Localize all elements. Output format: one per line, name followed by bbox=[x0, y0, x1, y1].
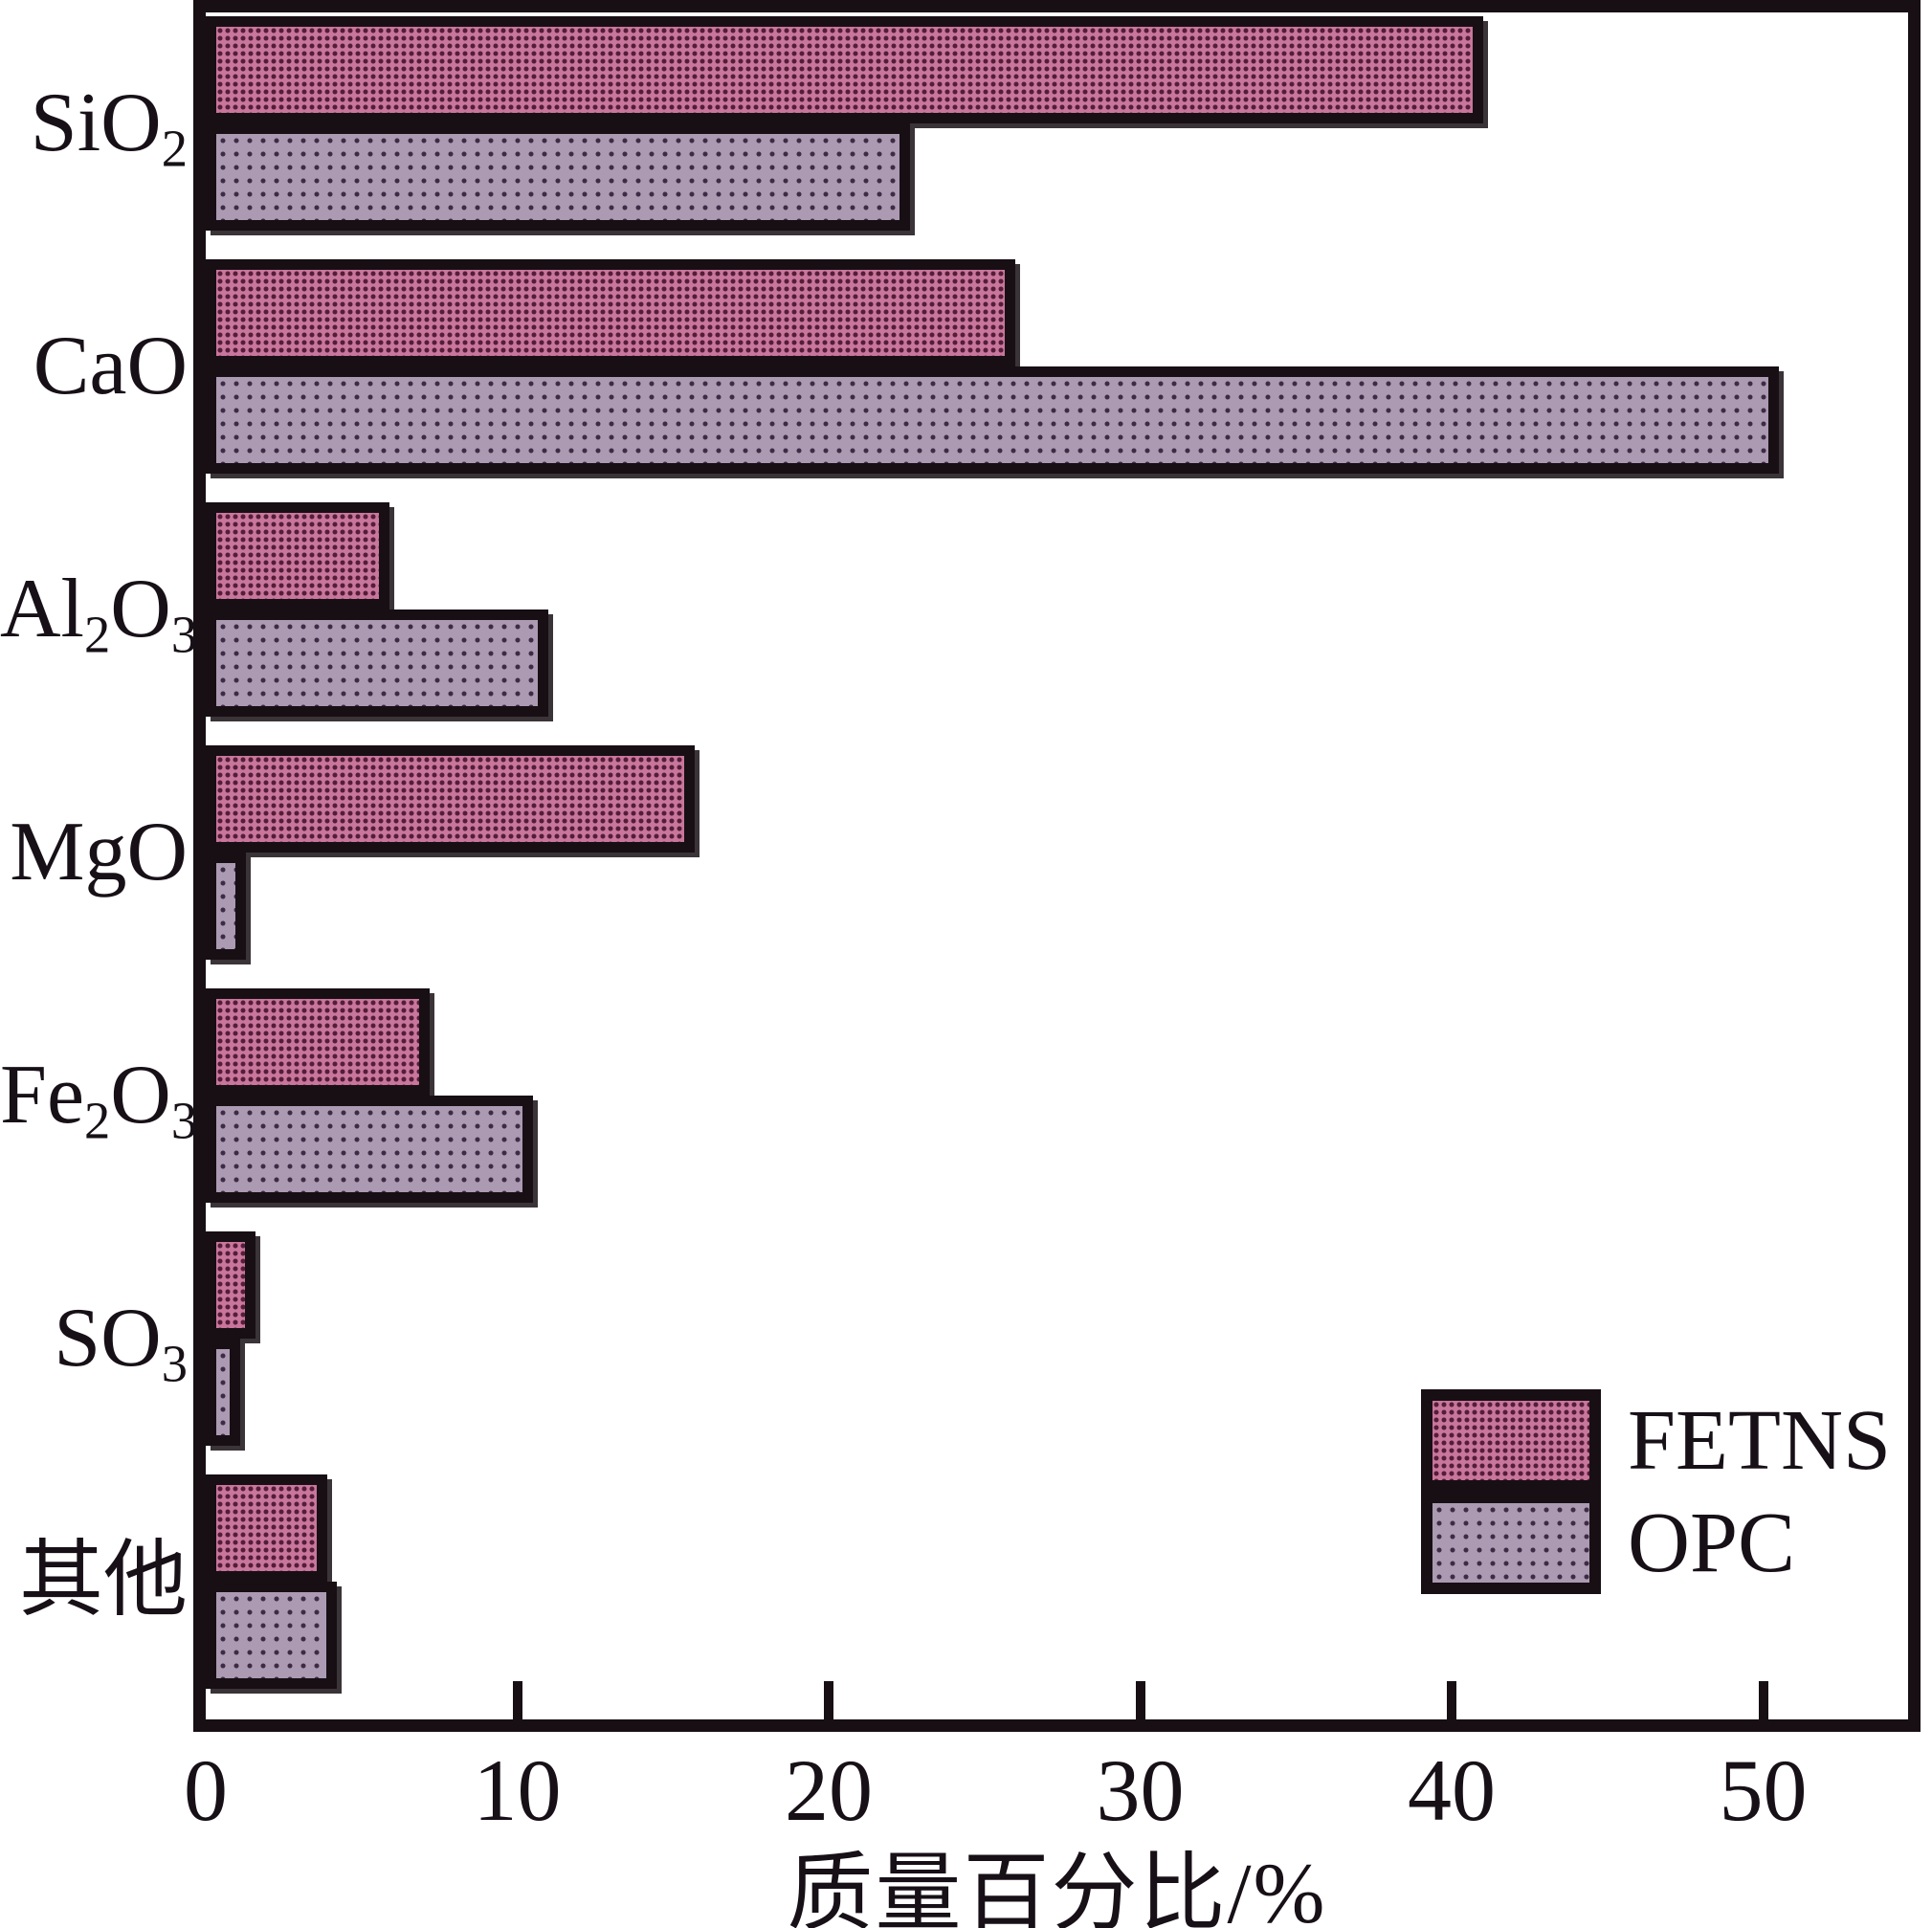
formula-text: Fe bbox=[0, 1049, 84, 1141]
category-label-SiO2: SiO2 bbox=[0, 56, 188, 190]
formula-text: O bbox=[110, 563, 171, 655]
category-label-CaO: CaO bbox=[0, 299, 188, 433]
legend: FETNS OPC bbox=[1421, 1389, 1891, 1594]
x-tick-mark-40 bbox=[1447, 1681, 1456, 1719]
category-label-Al2O3: Al2O3 bbox=[0, 543, 197, 676]
bar-OPC-Fe2O3 bbox=[206, 1096, 533, 1203]
bar-OPC-其他 bbox=[206, 1582, 337, 1689]
legend-swatch-FETNS bbox=[1421, 1389, 1601, 1492]
bar-FETNS-CaO bbox=[206, 259, 1015, 366]
x-axis-title: 质量百分比/% bbox=[787, 1847, 1327, 1928]
bar-FETNS-Al2O3 bbox=[206, 502, 389, 609]
x-tick-label-30: 30 bbox=[1096, 1741, 1185, 1839]
legend-label-OPC: OPC bbox=[1628, 1496, 1796, 1590]
x-tick-mark-50 bbox=[1758, 1681, 1768, 1719]
formula-text: MgO bbox=[10, 806, 188, 898]
x-tick-mark-30 bbox=[1135, 1681, 1145, 1719]
x-tick-label-10: 10 bbox=[473, 1741, 562, 1839]
legend-item-OPC: OPC bbox=[1421, 1492, 1891, 1594]
bar-OPC-SO3 bbox=[206, 1339, 240, 1446]
formula-text: SiO bbox=[30, 77, 162, 169]
bar-FETNS-其他 bbox=[206, 1474, 327, 1582]
formula-text: O bbox=[110, 1049, 171, 1141]
x-tick-label-20: 20 bbox=[785, 1741, 873, 1839]
category-label-其他: 其他 bbox=[0, 1515, 188, 1649]
bar-OPC-CaO bbox=[206, 366, 1779, 474]
category-label-Fe2O3: Fe2O3 bbox=[0, 1029, 197, 1163]
formula-subscript: 2 bbox=[84, 1091, 111, 1150]
category-label-MgO: MgO bbox=[0, 786, 188, 920]
formula-subscript: 3 bbox=[170, 1091, 198, 1150]
x-tick-mark-10 bbox=[512, 1681, 522, 1719]
bar-FETNS-Fe2O3 bbox=[206, 988, 430, 1096]
formula-subscript: 3 bbox=[170, 605, 198, 664]
legend-swatch-OPC bbox=[1421, 1492, 1601, 1594]
formula-text: CaO bbox=[33, 320, 188, 412]
bar-FETNS-SO3 bbox=[206, 1231, 255, 1339]
formula-text: SO bbox=[54, 1292, 162, 1385]
bar-OPC-MgO bbox=[206, 853, 246, 960]
bar-OPC-SiO2 bbox=[206, 123, 910, 231]
bar-FETNS-MgO bbox=[206, 745, 695, 853]
x-tick-label-50: 50 bbox=[1719, 1741, 1808, 1839]
category-label-SO3: SO3 bbox=[0, 1272, 188, 1406]
legend-item-FETNS: FETNS bbox=[1421, 1389, 1891, 1492]
x-tick-label-40: 40 bbox=[1408, 1741, 1496, 1839]
formula-subscript: 2 bbox=[161, 119, 188, 178]
formula-subscript: 3 bbox=[161, 1334, 188, 1393]
legend-label-FETNS: FETNS bbox=[1628, 1393, 1892, 1488]
bar-FETNS-SiO2 bbox=[206, 16, 1483, 123]
formula-subscript: 2 bbox=[84, 605, 111, 664]
x-tick-mark-20 bbox=[824, 1681, 833, 1719]
bar-OPC-Al2O3 bbox=[206, 609, 548, 717]
x-tick-label-0: 0 bbox=[184, 1741, 228, 1839]
formula-text: Al bbox=[0, 563, 84, 655]
formula-text: 其他 bbox=[18, 1535, 188, 1628]
